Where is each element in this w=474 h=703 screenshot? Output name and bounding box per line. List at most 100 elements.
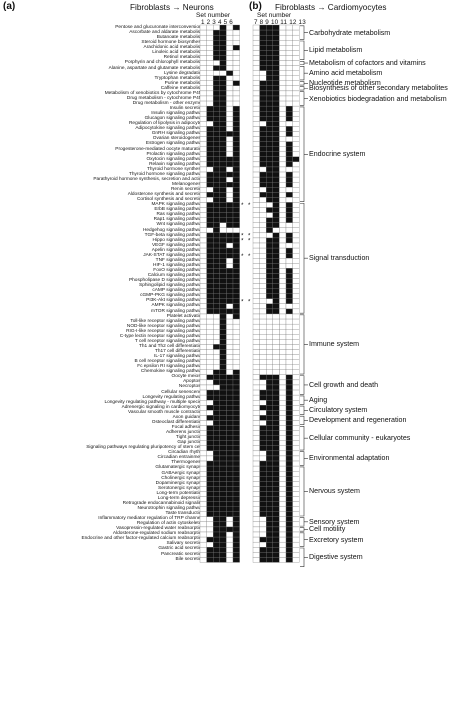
heatmap-cell-filled bbox=[285, 394, 293, 401]
heatmap-cell-empty bbox=[279, 34, 287, 41]
heatmap-cell-empty bbox=[292, 430, 300, 436]
category-bracket bbox=[300, 86, 308, 91]
heatmap-cell-filled bbox=[285, 384, 293, 391]
heatmap-cell-filled bbox=[259, 405, 267, 411]
heatmap-cell-filled bbox=[219, 237, 227, 244]
heatmap-cell-filled bbox=[213, 405, 220, 411]
heatmap-cell-empty bbox=[252, 293, 260, 299]
heatmap-cell-filled bbox=[226, 410, 234, 416]
heatmap-cell-empty bbox=[226, 547, 234, 553]
heatmap-cell-filled bbox=[219, 273, 227, 279]
heatmap-cell-empty bbox=[199, 435, 207, 441]
heatmap-cell-empty bbox=[226, 364, 234, 370]
heatmap-cell-empty bbox=[259, 207, 267, 213]
heatmap-cell-filled bbox=[272, 298, 280, 304]
heatmap-cell-empty bbox=[252, 171, 260, 178]
heatmap-cell-empty bbox=[232, 29, 240, 36]
heatmap-cell-filled bbox=[272, 156, 280, 163]
heatmap-cell-filled bbox=[213, 491, 220, 497]
heatmap-cell-filled bbox=[213, 379, 220, 386]
heatmap-cell-filled bbox=[226, 405, 234, 411]
heatmap-cell-empty bbox=[279, 278, 287, 284]
heatmap-cell-empty bbox=[199, 60, 207, 66]
pathway-label: Platelet activation bbox=[166, 313, 204, 319]
heatmap-cell-filled bbox=[206, 258, 214, 264]
heatmap-cell-empty bbox=[292, 318, 300, 325]
heatmap-cell-empty bbox=[226, 242, 234, 249]
heatmap-cell-filled bbox=[285, 440, 293, 446]
heatmap-cell-filled bbox=[206, 481, 214, 487]
heatmap-cell-empty bbox=[259, 121, 267, 127]
pathway-label: Focal adhesion bbox=[171, 424, 204, 430]
heatmap-cell-empty bbox=[206, 95, 214, 102]
heatmap-cell-filled bbox=[266, 496, 273, 502]
heatmap-cell-filled bbox=[285, 212, 293, 218]
heatmap-cell-empty bbox=[279, 455, 287, 462]
heatmap-cell-filled bbox=[272, 65, 280, 71]
heatmap-cell-filled bbox=[285, 252, 293, 259]
heatmap-cell-filled bbox=[206, 217, 214, 223]
heatmap-cell-filled bbox=[213, 501, 220, 507]
heatmap-cell-empty bbox=[199, 232, 207, 239]
heatmap-cell-empty bbox=[259, 258, 267, 264]
heatmap-cell-filled bbox=[213, 435, 220, 441]
pathway-label: Long-term potentiation bbox=[156, 490, 204, 496]
heatmap-cell-empty bbox=[259, 222, 267, 228]
heatmap-cell-empty bbox=[199, 379, 207, 386]
heatmap-cell-empty bbox=[199, 450, 207, 457]
pathway-label: Hedgehog signaling pathway bbox=[142, 227, 204, 233]
heatmap-cell-filled bbox=[285, 247, 293, 254]
heatmap-cell-filled bbox=[232, 258, 240, 264]
heatmap-cell-empty bbox=[199, 80, 207, 86]
heatmap-cell-empty bbox=[252, 339, 260, 345]
heatmap-cell-empty bbox=[252, 425, 260, 431]
heatmap-cell-empty bbox=[292, 303, 300, 310]
heatmap-cell-filled bbox=[226, 481, 234, 487]
heatmap-cell-filled bbox=[226, 430, 234, 436]
heatmap-cell-filled bbox=[266, 293, 273, 299]
heatmap-cell-filled bbox=[232, 511, 240, 517]
heatmap-cell-filled bbox=[272, 34, 280, 41]
heatmap-cell-empty bbox=[292, 547, 300, 553]
heatmap-cell-filled bbox=[259, 445, 267, 452]
heatmap-cell-empty bbox=[252, 151, 260, 157]
heatmap-cell-empty bbox=[252, 212, 260, 218]
heatmap-cell-empty bbox=[199, 242, 207, 249]
heatmap-cell-filled bbox=[272, 60, 280, 66]
heatmap-cell-filled bbox=[219, 364, 227, 370]
heatmap-cell-filled bbox=[272, 90, 280, 97]
heatmap-cell-empty bbox=[292, 29, 300, 36]
heatmap-cell-filled bbox=[266, 476, 273, 482]
heatmap-cell-empty bbox=[292, 288, 300, 294]
heatmap-cell-filled bbox=[272, 268, 280, 274]
heatmap-cell-filled bbox=[266, 521, 273, 528]
heatmap-cell-empty bbox=[232, 344, 240, 350]
heatmap-cell-filled bbox=[259, 171, 267, 178]
category-label: Biosynthesis of other secondary metaboli… bbox=[309, 84, 448, 93]
heatmap-cell-filled bbox=[213, 207, 220, 213]
heatmap-cell-empty bbox=[259, 288, 267, 294]
heatmap-cell-filled bbox=[232, 369, 240, 375]
heatmap-cell-filled bbox=[219, 506, 227, 512]
heatmap-cell-filled bbox=[219, 65, 227, 71]
heatmap-cell-filled bbox=[206, 491, 214, 497]
heatmap-cell-empty bbox=[285, 329, 293, 335]
heatmap-cell-empty bbox=[279, 435, 287, 441]
heatmap-cell-filled bbox=[213, 65, 220, 71]
heatmap-cell-filled bbox=[206, 116, 214, 122]
heatmap-cell-filled bbox=[206, 105, 214, 112]
heatmap-cell-empty bbox=[252, 379, 260, 386]
pathway-label: Chemokine signaling pathway bbox=[140, 369, 204, 375]
heatmap-cell-filled bbox=[259, 491, 267, 497]
heatmap-cell-filled bbox=[259, 55, 267, 61]
heatmap-cell-filled bbox=[213, 288, 220, 294]
heatmap-cell-filled bbox=[213, 344, 220, 350]
heatmap-cell-empty bbox=[252, 217, 260, 223]
heatmap-cell-empty bbox=[266, 334, 273, 340]
heatmap-cell-empty bbox=[252, 374, 260, 381]
star-marker: * bbox=[248, 239, 251, 245]
heatmap-cell-empty bbox=[252, 187, 260, 193]
heatmap-cell-filled bbox=[285, 496, 293, 502]
heatmap-cell-empty bbox=[213, 364, 220, 370]
heatmap-cell-filled bbox=[272, 111, 280, 117]
